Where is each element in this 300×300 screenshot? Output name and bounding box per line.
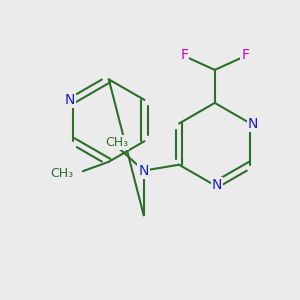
Text: CH₃: CH₃: [105, 136, 128, 149]
Text: N: N: [248, 116, 258, 130]
Text: N: N: [139, 164, 149, 178]
Text: N: N: [212, 178, 222, 192]
Text: N: N: [64, 93, 75, 107]
Text: F: F: [242, 48, 249, 62]
Text: F: F: [180, 48, 188, 62]
Text: CH₃: CH₃: [50, 167, 74, 180]
